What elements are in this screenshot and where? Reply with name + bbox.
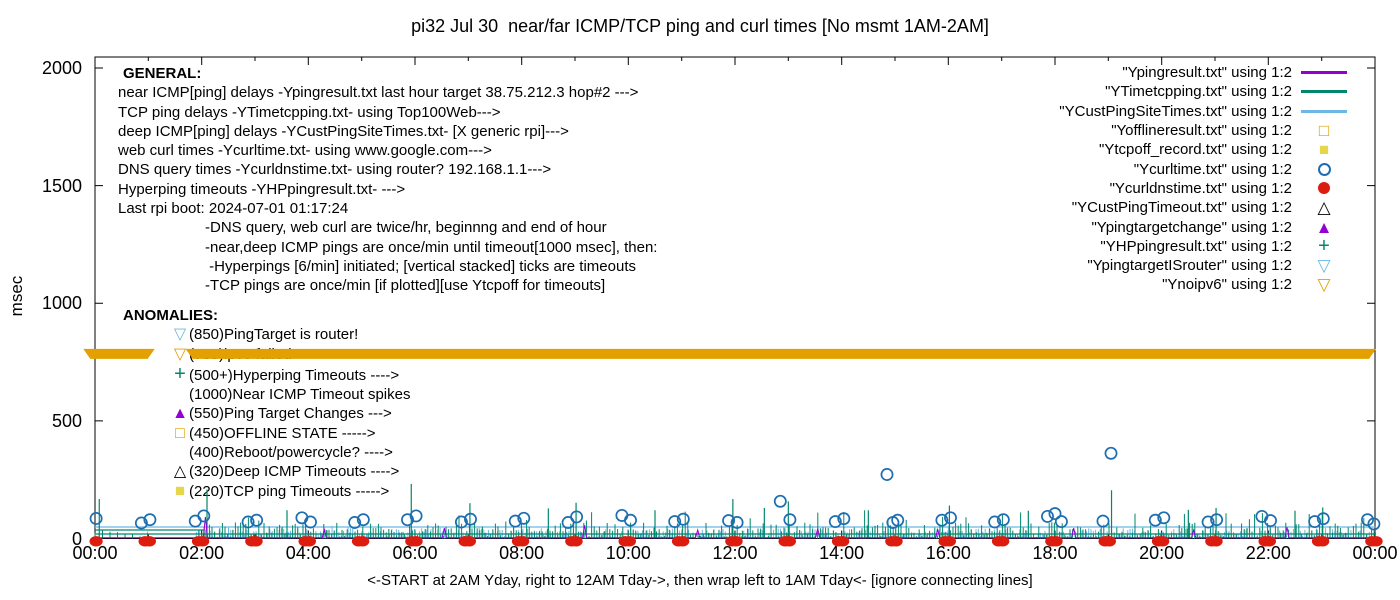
x-tick-label: 06:00 <box>392 543 438 563</box>
legend-row: "Ytcpoff_record.txt" using 1:2 ■ <box>1059 140 1350 159</box>
y-tick-label: 0 <box>71 528 82 549</box>
x-tick-label: 18:00 <box>1032 543 1078 563</box>
square-open-icon: □ <box>175 424 185 442</box>
x-tick-label: 20:00 <box>1139 543 1185 563</box>
tri-up-open-icon: △ <box>173 463 187 481</box>
anomaly-text: (550)Ping Target Changes ---> <box>189 405 392 423</box>
x-tick-label: 08:00 <box>499 543 545 563</box>
tri-up-open-icon: △ <box>1317 198 1331 218</box>
square-filled-icon: ■ <box>1318 140 1330 160</box>
legend-row: "Ycurltime.txt" using 1:2 <box>1059 159 1350 178</box>
general-heading: GENERAL: <box>123 65 202 82</box>
legend-row: "Ycurldnstime.txt" using 1:2 <box>1059 179 1350 198</box>
legend-row: "YpingtargetISrouter" using 1:2 ▽ <box>1059 256 1350 275</box>
tri-down-open-icon: ▽ <box>1317 275 1331 295</box>
anomaly-text: (320)Deep ICMP Timeouts ----> <box>189 463 400 481</box>
general-line: TCP ping delays -YTimetcpping.txt- using… <box>118 103 501 121</box>
legend-label: "YHPpingresult.txt" using 1:2 <box>1100 237 1292 255</box>
x-tick-label: 14:00 <box>819 543 865 563</box>
legend-label: "YCustPingTimeout.txt" using 1:2 <box>1071 199 1292 217</box>
legend-row: "Ypingtargetchange" using 1:2 ▲ <box>1059 217 1350 236</box>
anomaly-item: + (500+)Hyperping Timeouts ----> <box>118 364 410 385</box>
anomaly-item: △ (320)Deep ICMP Timeouts ----> <box>118 462 410 481</box>
general-line: Last rpi boot: 2024-07-01 01:17:24 <box>118 200 349 218</box>
anomaly-item: (1000)Near ICMP Timeout spikes <box>118 385 410 404</box>
anomaly-item: □ (450)OFFLINE STATE -----> <box>118 424 410 443</box>
anomaly-text: (1000)Near ICMP Timeout spikes <box>189 386 411 404</box>
line-icon <box>1298 90 1350 94</box>
legend-row: "YTimetcpping.txt" using 1:2 <box>1059 82 1350 101</box>
anomalies-heading: ANOMALIES: <box>123 307 218 324</box>
legend-label: "Ynoipv6" using 1:2 <box>1162 276 1292 294</box>
square-filled-icon: ■ <box>174 480 186 500</box>
tri-down-open-icon: ▽ <box>173 326 187 344</box>
x-tick-label: 10:00 <box>605 543 651 563</box>
legend-row: "Ynoipv6" using 1:2 ▽ <box>1059 275 1350 294</box>
plus-icon: + <box>174 362 186 385</box>
general-line: Hyperping timeouts -YHPpingresult.txt- -… <box>118 180 406 198</box>
x-tick-label: 16:00 <box>925 543 971 563</box>
legend-label: "YpingtargetISrouter" using 1:2 <box>1087 257 1292 275</box>
tri-down-open-icon: ▽ <box>173 345 187 363</box>
general-line: web curl times -Ycurltime.txt- using www… <box>118 142 492 160</box>
anomaly-item: ■ (220)TCP ping Timeouts -----> <box>118 482 410 501</box>
chart-title: pi32 Jul 30 near/far ICMP/TCP ping and c… <box>411 16 989 36</box>
general-note: -TCP pings are once/min [if plotted][use… <box>205 277 606 295</box>
legend-row: "YCustPingTimeout.txt" using 1:2 △ <box>1059 198 1350 217</box>
legend-label: "YCustPingSiteTimes.txt" using 1:2 <box>1059 102 1292 120</box>
line-icon <box>1298 71 1350 75</box>
legend-label: "Ycurldnstime.txt" using 1:2 <box>1109 179 1292 197</box>
x-tick-label: 12:00 <box>712 543 758 563</box>
general-line: deep ICMP[ping] delays -YCustPingSiteTim… <box>118 122 569 140</box>
legend-row: "YHPpingresult.txt" using 1:2 + <box>1059 235 1350 258</box>
anomaly-item: (400)Reboot/powercycle? ----> <box>118 443 410 462</box>
anomaly-text: (220)TCP ping Timeouts -----> <box>189 482 390 500</box>
y-tick-label: 1500 <box>41 175 82 196</box>
legend-row: "YCustPingSiteTimes.txt" using 1:2 <box>1059 102 1350 121</box>
x-tick-label: 02:00 <box>179 543 225 563</box>
anomaly-item: ▽ (850)PingTarget is router! <box>118 325 410 344</box>
tri-up-filled-icon: ▲ <box>172 405 188 423</box>
anomaly-text: (500+)Hyperping Timeouts ----> <box>189 366 400 384</box>
general-note: -near,deep ICMP pings are once/min until… <box>205 238 658 256</box>
circle-open-icon <box>1298 162 1350 176</box>
circle-filled-icon <box>1298 182 1350 195</box>
anomaly-text: (450)OFFLINE STATE -----> <box>189 424 376 442</box>
legend-row: "Yofflineresult.txt" using 1:2 □ <box>1059 121 1350 140</box>
general-note: -Hyperpings [6/min] initiated; [vertical… <box>205 257 637 275</box>
tri-up-filled-icon: ▲ <box>1315 217 1333 237</box>
legend-label: "Ytcpoff_record.txt" using 1:2 <box>1099 141 1292 159</box>
anomaly-item: ▲(550)Ping Target Changes ---> <box>118 404 410 423</box>
y-tick-label: 500 <box>51 410 82 431</box>
tri-down-open-icon: ▽ <box>1317 256 1331 276</box>
x-tick-label: 22:00 <box>1245 543 1291 563</box>
general-line: near ICMP[ping] delays -Ypingresult.txt … <box>118 84 639 102</box>
legend-label: "Ypingtargetchange" using 1:2 <box>1091 218 1292 236</box>
legend-row: "Ypingresult.txt" using 1:2 <box>1059 63 1350 82</box>
anomaly-text: (850)PingTarget is router! <box>189 326 359 344</box>
y-tick-label: 1000 <box>41 293 82 314</box>
square-open-icon: □ <box>1318 121 1330 141</box>
x-tick-label: 04:00 <box>285 543 331 563</box>
legend-label: "YTimetcpping.txt" using 1:2 <box>1105 83 1292 101</box>
legend-label: "Ypingresult.txt" using 1:2 <box>1122 64 1292 82</box>
x-tick-label: 00:00 <box>1352 543 1398 563</box>
x-tick-label: 00:00 <box>72 543 118 563</box>
anomaly-text: (400)Reboot/powercycle? ----> <box>189 444 393 462</box>
general-note: -DNS query, web curl are twice/hr, begin… <box>205 219 607 237</box>
plus-icon: + <box>1318 235 1330 258</box>
general-line: DNS query times -Ycurldnstime.txt- using… <box>118 161 552 179</box>
general-block: GENERAL: near ICMP[ping] delays -Ypingres… <box>118 64 657 296</box>
y-tick-label: 2000 <box>41 58 82 78</box>
line-icon <box>1298 109 1350 113</box>
legend: "Ypingresult.txt" using 1:2 "YTimetcpping… <box>1059 63 1350 295</box>
legend-label: "Ycurltime.txt" using 1:2 <box>1133 160 1292 178</box>
x-axis-label: <-START at 2AM Yday, right to 12AM Tday-… <box>367 572 1033 589</box>
legend-label: "Yofflineresult.txt" using 1:2 <box>1111 122 1292 140</box>
